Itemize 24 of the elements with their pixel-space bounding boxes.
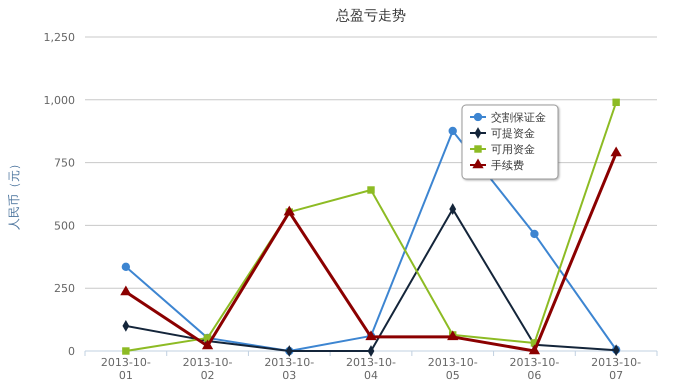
point [612, 98, 620, 106]
x-tick-label: 2013-10-07 [591, 356, 642, 382]
y-axis-title: 人民币（元） [7, 158, 21, 230]
x-tick-label: 2013-10-02 [182, 356, 233, 382]
legend-label: 可提资金 [491, 127, 535, 140]
x-tick-label: 2013-10-06 [509, 356, 560, 382]
y-tick-label: 250 [54, 282, 75, 296]
y-tick-label: 0 [68, 345, 75, 358]
point [530, 230, 539, 238]
y-tick-label: 500 [54, 219, 75, 232]
legend-label: 可用资金 [491, 143, 535, 156]
legend-label: 交割保证金 [491, 111, 546, 124]
x-tick-label: 2013-10-03 [264, 356, 314, 382]
x-tick-label: 2013-10-04 [346, 356, 396, 382]
point [448, 126, 457, 136]
y-tick-label: 1,000 [44, 94, 75, 107]
point [122, 347, 130, 355]
legend-label: 手续费 [491, 159, 524, 172]
chart-title: 总盈亏走势 [335, 8, 406, 24]
y-tick-label: 750 [54, 156, 75, 170]
x-tick-label: 2013-10-01 [100, 356, 151, 382]
x-tick-label: 2013-10-05 [428, 356, 478, 382]
point [122, 262, 130, 272]
y-tick-label: 1,250 [44, 31, 75, 44]
